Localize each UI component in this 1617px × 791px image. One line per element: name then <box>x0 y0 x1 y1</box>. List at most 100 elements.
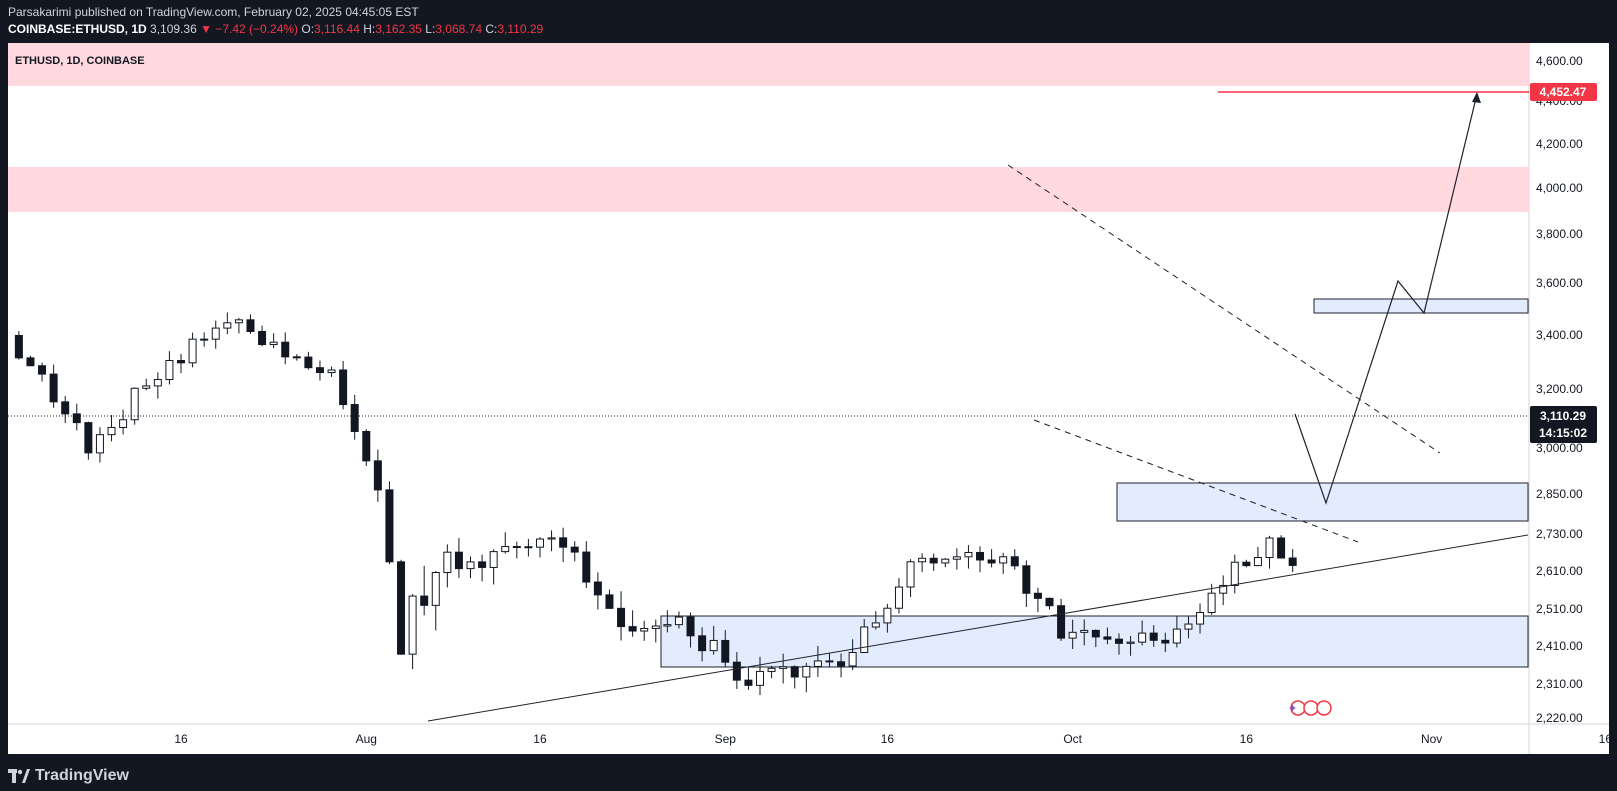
x-tick-label: Nov <box>1421 732 1442 746</box>
candle-body <box>1045 597 1054 607</box>
last-price-tag <box>1530 406 1597 443</box>
last-price-label: 3,110.29 <box>1540 409 1586 423</box>
candle-body <box>756 670 764 686</box>
candle-body <box>535 538 544 548</box>
price-change: ▼ −7.42 (−0.24%) <box>200 22 299 36</box>
candle-body <box>929 557 938 564</box>
candle-body <box>1265 537 1274 559</box>
candle-body <box>95 434 104 454</box>
footer: TradingView <box>0 760 1617 791</box>
candle-body <box>987 559 996 564</box>
candle-body <box>1172 628 1181 644</box>
x-tick-label: Aug <box>356 732 377 746</box>
candle-body <box>848 651 857 667</box>
x-tick-label: 16 <box>174 732 188 746</box>
publisher-name[interactable]: Parsakarimi <box>8 5 72 19</box>
candle-body <box>38 365 47 375</box>
candle-body <box>362 430 371 462</box>
candle-body <box>1196 612 1205 625</box>
candle-body <box>72 413 81 424</box>
candle-body <box>779 666 788 669</box>
candle-body <box>153 379 162 387</box>
y-tick-label: 4,200.00 <box>1536 137 1583 151</box>
candle-body <box>1103 636 1112 640</box>
event-icon[interactable] <box>1303 700 1319 716</box>
demand-zone-upper[interactable] <box>1313 298 1529 314</box>
candle-body <box>628 626 637 632</box>
candle-body <box>269 341 278 346</box>
candle-body <box>142 385 151 389</box>
candle-body <box>188 338 197 364</box>
candle-body <box>640 627 649 632</box>
candle-body <box>1149 632 1158 641</box>
candle-body <box>501 546 510 553</box>
candle-body <box>721 639 730 663</box>
candle-body <box>906 561 915 588</box>
candle-body <box>234 319 243 324</box>
y-tick-label: 3,600.00 <box>1536 276 1583 290</box>
y-tick-label: 3,400.00 <box>1536 328 1583 342</box>
candle-body <box>49 373 58 403</box>
candle-body <box>1010 556 1019 567</box>
candle-body <box>617 607 626 628</box>
candle-body <box>478 561 487 568</box>
candle-body <box>651 625 660 629</box>
x-axis-labels: 16Aug16Sep16Oct16Nov16Dec16202516FebMar <box>174 732 1613 746</box>
candle-body <box>61 401 70 415</box>
plot-area[interactable] <box>8 43 1529 724</box>
candle-body <box>952 556 961 560</box>
close-value: 3,110.29 <box>497 22 544 36</box>
candle-body <box>304 356 313 369</box>
chart-title: ETHUSD, 1D, COINBASE <box>15 55 145 67</box>
event-icon[interactable] <box>1316 700 1332 716</box>
candle-body <box>489 551 498 568</box>
ascending-trendline[interactable] <box>427 534 1529 722</box>
symbol-name[interactable]: COINBASE:ETHUSD, 1D <box>8 22 147 36</box>
close-label: C: <box>485 22 498 36</box>
tradingview-logo[interactable]: TradingView <box>8 767 129 785</box>
target-price-label: 4,452.47 <box>1540 85 1587 99</box>
candle-body <box>698 635 707 652</box>
y-tick-label: 2,410.00 <box>1536 639 1583 653</box>
tradingview-logo-icon <box>8 769 30 783</box>
candle-body <box>1080 629 1089 633</box>
candle-body <box>373 460 382 491</box>
candle-body <box>454 551 463 570</box>
candle-body <box>1219 584 1228 594</box>
x-tick-label: 16 <box>1599 732 1613 746</box>
projection-arrowhead <box>1472 92 1481 103</box>
demand-zone-middle[interactable] <box>1116 482 1529 522</box>
candle-body <box>258 330 267 346</box>
candle-body <box>767 667 776 672</box>
price-axis[interactable] <box>1529 43 1609 724</box>
candle-body <box>1207 592 1216 614</box>
y-tick-label: 2,850.00 <box>1536 487 1583 501</box>
candle-body <box>1138 632 1147 643</box>
candle-body <box>408 595 417 655</box>
target-price-tag <box>1530 83 1597 101</box>
channel-lower-dashed[interactable] <box>1033 419 1359 543</box>
demand-zone-lower[interactable] <box>660 615 1529 668</box>
events-badges[interactable]: ✦ <box>1288 700 1332 716</box>
candle-body <box>976 551 985 561</box>
candle-body <box>1057 605 1066 639</box>
candle-body <box>686 616 695 637</box>
candle-body <box>420 595 429 606</box>
projection-path[interactable] <box>1294 93 1478 505</box>
time-axis[interactable] <box>8 724 1609 754</box>
channel-upper-dashed[interactable] <box>1007 164 1441 454</box>
supply-zone-top[interactable] <box>8 43 1529 86</box>
event-plus-icon[interactable]: ✦ <box>1288 702 1297 715</box>
high-value: 3,162.35 <box>375 22 422 36</box>
candle-body <box>397 561 406 655</box>
candle-body <box>385 489 394 563</box>
open-label: O: <box>301 22 315 36</box>
open-value: 3,116.44 <box>314 22 360 36</box>
y-tick-label: 2,220.00 <box>1536 711 1583 725</box>
last-price: 3,109.36 <box>150 22 197 36</box>
supply-zone-mid[interactable] <box>8 167 1529 212</box>
candle-body <box>837 661 846 667</box>
candle-body <box>466 561 475 570</box>
y-tick-label: 2,310.00 <box>1536 677 1583 691</box>
